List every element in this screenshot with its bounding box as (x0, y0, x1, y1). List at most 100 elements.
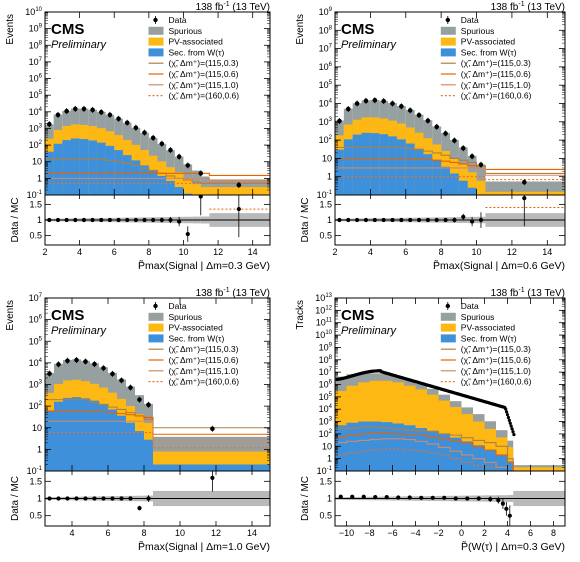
data-point (168, 147, 173, 153)
ratio-point (442, 495, 447, 500)
legend-label: (χ̃, Δm⁺)=(115,0.3) (169, 58, 239, 68)
signal-line-1 (335, 146, 565, 175)
y-tick-label: 10 (32, 423, 42, 433)
data-point (83, 359, 88, 364)
y-axis-label: Tracks (295, 300, 306, 330)
y-tick-label: 10-1 (27, 190, 43, 200)
y-tick-label: 105 (319, 80, 333, 90)
legend-label: (χ̃, Δm⁺)=(115,1.0) (461, 80, 531, 90)
preliminary-label: Preliminary (341, 325, 398, 337)
ratio-panel: 0.5 1 1.5 Data / MC (10, 470, 271, 527)
x-axis-label: P̃(W(τ) | Δm=0.3 GeV) (461, 540, 565, 553)
stack-bar-sec (117, 415, 126, 471)
data-point (133, 125, 139, 131)
stack-bar-sec (369, 421, 381, 471)
data-point (55, 112, 61, 118)
y-tick-label: 104 (319, 99, 333, 109)
cms-label: CMS (341, 21, 374, 38)
data-point (460, 145, 466, 151)
legend-label: Data (169, 15, 187, 25)
lumi-label: 138 fb-1 (13 TeV) (196, 1, 270, 13)
stack-bar-sec (358, 421, 370, 471)
data-point (443, 131, 448, 136)
plot-area (335, 97, 565, 195)
stack-bar-sec (135, 431, 144, 471)
stack-bar-pv (174, 172, 184, 195)
stack-bar-sec (496, 454, 508, 471)
data-point (345, 106, 351, 112)
y-tick-label: 1 (327, 172, 332, 182)
data-point (512, 432, 516, 437)
data-point (506, 415, 511, 420)
data-point (124, 120, 130, 126)
legend-swatch (440, 48, 456, 57)
legend-data-marker (153, 303, 158, 309)
stack-bar-sec (88, 140, 97, 195)
stack-bar-sec (122, 155, 132, 195)
data-point (81, 106, 87, 112)
y-tick-label: 102 (29, 401, 43, 411)
legend-swatch (148, 312, 164, 321)
y-tick-label: 10-1 (317, 190, 333, 200)
stack-bar-sec (54, 401, 63, 471)
x-tick-label: 6 (112, 247, 117, 257)
x-tick-label: −10 (339, 528, 354, 538)
ratio-point (399, 217, 404, 223)
ratio-point (185, 231, 190, 237)
stack-bar-sec (405, 143, 415, 195)
y-axis-ticks: 10-1 1 10 102 103 104 105 106 107 108 109 (317, 7, 565, 200)
data-point (478, 162, 484, 168)
y-tick-label: 109 (319, 342, 333, 352)
plot-area (45, 357, 270, 471)
x-tick-label: 2 (482, 528, 487, 538)
stack-bar-sec (450, 173, 459, 195)
x-tick-label: 10 (178, 247, 188, 257)
x-tick-label: 4 (69, 528, 74, 538)
ratio-point (92, 496, 97, 501)
stack-bar-sec (379, 134, 389, 195)
legend-swatch (440, 26, 456, 35)
data-point (110, 371, 115, 377)
legend-swatch (148, 323, 164, 332)
legend-label: (χ̃, Δm⁺)=(160,0.6) (169, 377, 240, 387)
ratio-point (384, 495, 389, 500)
stack-bar-sec (427, 430, 439, 471)
data-point (142, 130, 147, 135)
legend-swatch (440, 312, 456, 321)
ratio-point (236, 206, 241, 212)
y-tick-label: 109 (319, 7, 333, 17)
y-tick-label: 106 (319, 62, 333, 72)
ratio-point (476, 496, 481, 501)
ratio-point (159, 217, 164, 223)
y-tick-label: 1 (37, 173, 42, 183)
legend-label: (χ̃, Δm⁺)=(115,0.6) (169, 69, 239, 79)
y-tick-label: 1010 (25, 7, 42, 17)
y-tick-label: 103 (319, 417, 333, 427)
cms-label: CMS (51, 307, 84, 324)
y-tick-label: 105 (29, 336, 43, 346)
ratio-point (355, 217, 360, 223)
y-tick-label: 10 (322, 441, 332, 451)
y-tick-label: 107 (319, 44, 333, 54)
ratio-y-tick-label: 1 (37, 215, 42, 225)
ratio-point (419, 495, 424, 500)
ratio-y-tick-label: 1.5 (29, 476, 42, 486)
legend-label: Sec. from W(τ) (461, 47, 517, 57)
ratio-point (350, 494, 355, 499)
signal-line-3 (335, 167, 565, 176)
legend-label: (χ̃, Δm⁺)=(160,0.6) (169, 91, 240, 101)
legend-label: (χ̃, Δm⁺)=(115,0.3) (169, 344, 239, 354)
stack-bar-sec (343, 139, 353, 195)
preliminary-label: Preliminary (51, 325, 108, 337)
ratio-point (119, 496, 124, 501)
ratio-point (146, 496, 151, 501)
x-tick-label: 14 (542, 247, 552, 257)
data-point (47, 121, 52, 127)
legend-label: (χ̃, Δm⁺)=(160,0.6) (461, 91, 532, 101)
x-tick-label: −4 (410, 528, 420, 538)
stack-bar-sec (45, 410, 54, 471)
ratio-plot-area (45, 195, 270, 242)
ratio-point (110, 496, 115, 501)
y-tick-label: 10 (32, 157, 42, 167)
